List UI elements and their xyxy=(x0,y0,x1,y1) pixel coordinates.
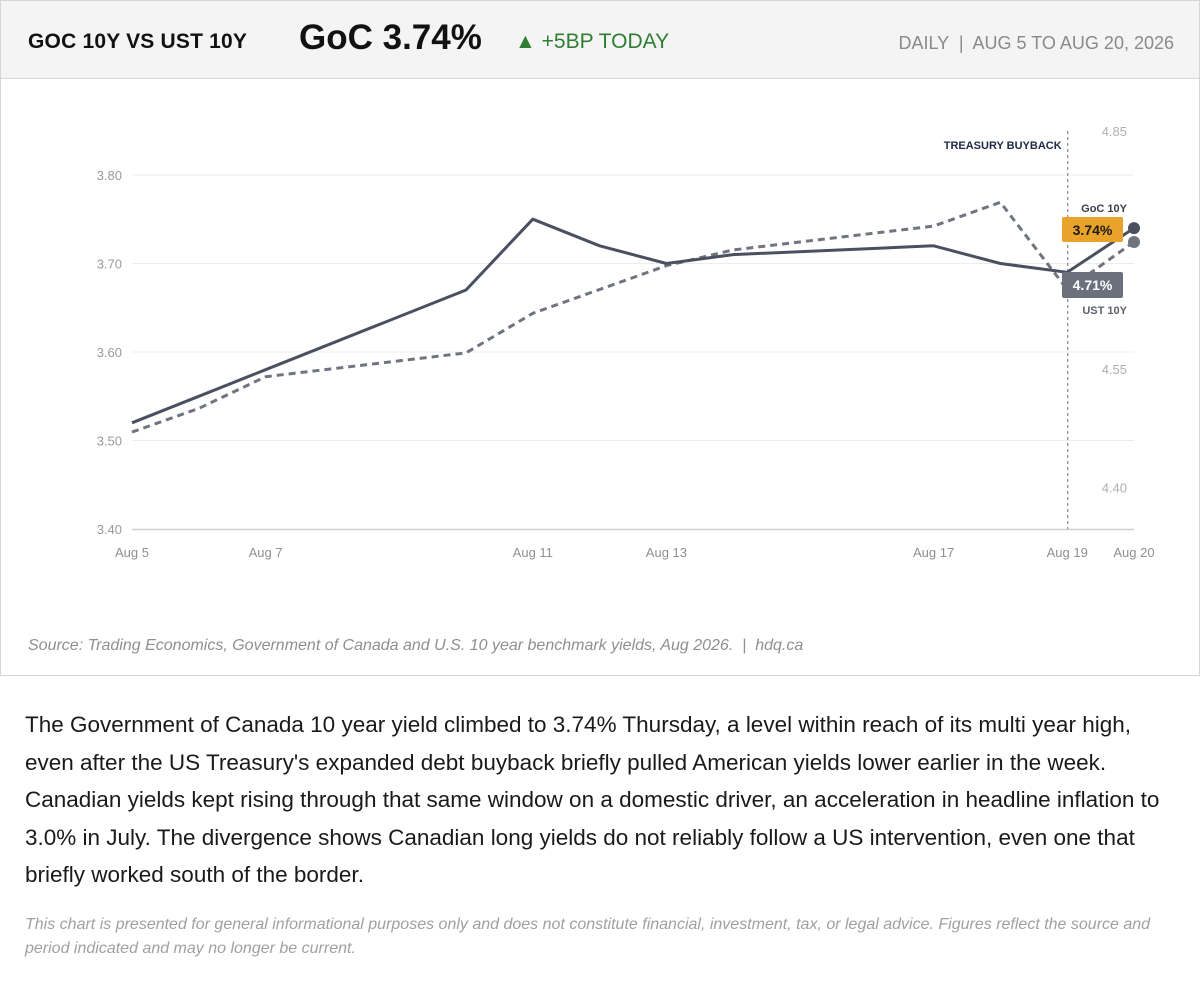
end-labels: GoC 10Y 3.74% 4.71% UST 10Y xyxy=(1062,203,1128,317)
y-left-tick-label: 3.80 xyxy=(97,168,122,183)
ust-10y-value-badge xyxy=(1062,272,1123,298)
y-left-tick-label: 3.50 xyxy=(97,434,122,449)
headline-value: GoC 3.74% xyxy=(299,18,482,57)
chart-title: GOC 10Y VS UST 10Y xyxy=(28,30,248,53)
daily-change: ▲ +5BP TODAY xyxy=(515,30,669,54)
y-right-tick-label: 4.55 xyxy=(1102,362,1127,377)
x-tick-label: Aug 5 xyxy=(115,545,149,560)
right-axis-ticks: 4.85 4.55 4.40 xyxy=(1102,124,1127,496)
ust-10y-line xyxy=(131,200,1135,434)
ust-10y-end-name: UST 10Y xyxy=(1082,305,1127,317)
x-tick-label: Aug 11 xyxy=(513,545,553,560)
goc-10y-end-point xyxy=(1128,222,1140,235)
chart-card: GOC 10Y VS UST 10Y GoC 3.74% ▲ +5BP TODA… xyxy=(0,0,1200,676)
ust-10y-end-point xyxy=(1128,235,1140,248)
goc-10y-line xyxy=(131,217,1135,425)
y-left-tick-label: 3.40 xyxy=(97,522,122,537)
x-tick-label: Aug 13 xyxy=(646,545,687,560)
left-axis-ticks: 3.80 3.70 3.60 3.50 3.40 xyxy=(97,168,122,537)
x-tick-label: Aug 20 xyxy=(1113,545,1154,560)
x-tick-label: Aug 17 xyxy=(913,545,954,560)
disclaimer: This chart is presented for general info… xyxy=(25,916,1151,957)
goc-10y-value-label: 3.74% xyxy=(1073,222,1113,238)
y-right-tick-label: 4.40 xyxy=(1102,481,1127,496)
y-left-tick-label: 3.60 xyxy=(97,345,122,360)
goc-10y-end-name: GoC 10Y xyxy=(1081,203,1128,215)
series-lines xyxy=(131,200,1140,434)
chart-header: GOC 10Y VS UST 10Y GoC 3.74% ▲ +5BP TODA… xyxy=(1,1,1199,79)
x-tick-label: Aug 19 xyxy=(1047,545,1088,560)
daily-change-label: +5BP TODAY xyxy=(541,30,670,53)
y-left-tick-label: 3.70 xyxy=(97,257,122,272)
x-tick-label: Aug 7 xyxy=(249,545,283,560)
source-note: Source: Trading Economics, Government of… xyxy=(28,637,804,654)
buyback-annotation: TREASURY BUYBACK xyxy=(944,131,1069,529)
ust-10y-value-label: 4.71% xyxy=(1073,277,1113,293)
period-label: DAILY | AUG 5 TO AUG 20, 2026 xyxy=(898,33,1175,53)
grid-lines xyxy=(132,174,1134,441)
goc-10y-value-badge xyxy=(1062,217,1123,242)
up-arrow-icon: ▲ xyxy=(515,30,536,53)
buyback-annotation-label: TREASURY BUYBACK xyxy=(944,140,1062,152)
x-axis-ticks: Aug 5 Aug 7 Aug 11 Aug 13 Aug 17 Aug 19 Aug 20 xyxy=(115,545,1155,560)
y-right-tick-label: 4.85 xyxy=(1102,124,1127,139)
article-paragraph: The Government of Canada 10 year yield c… xyxy=(25,712,1160,887)
